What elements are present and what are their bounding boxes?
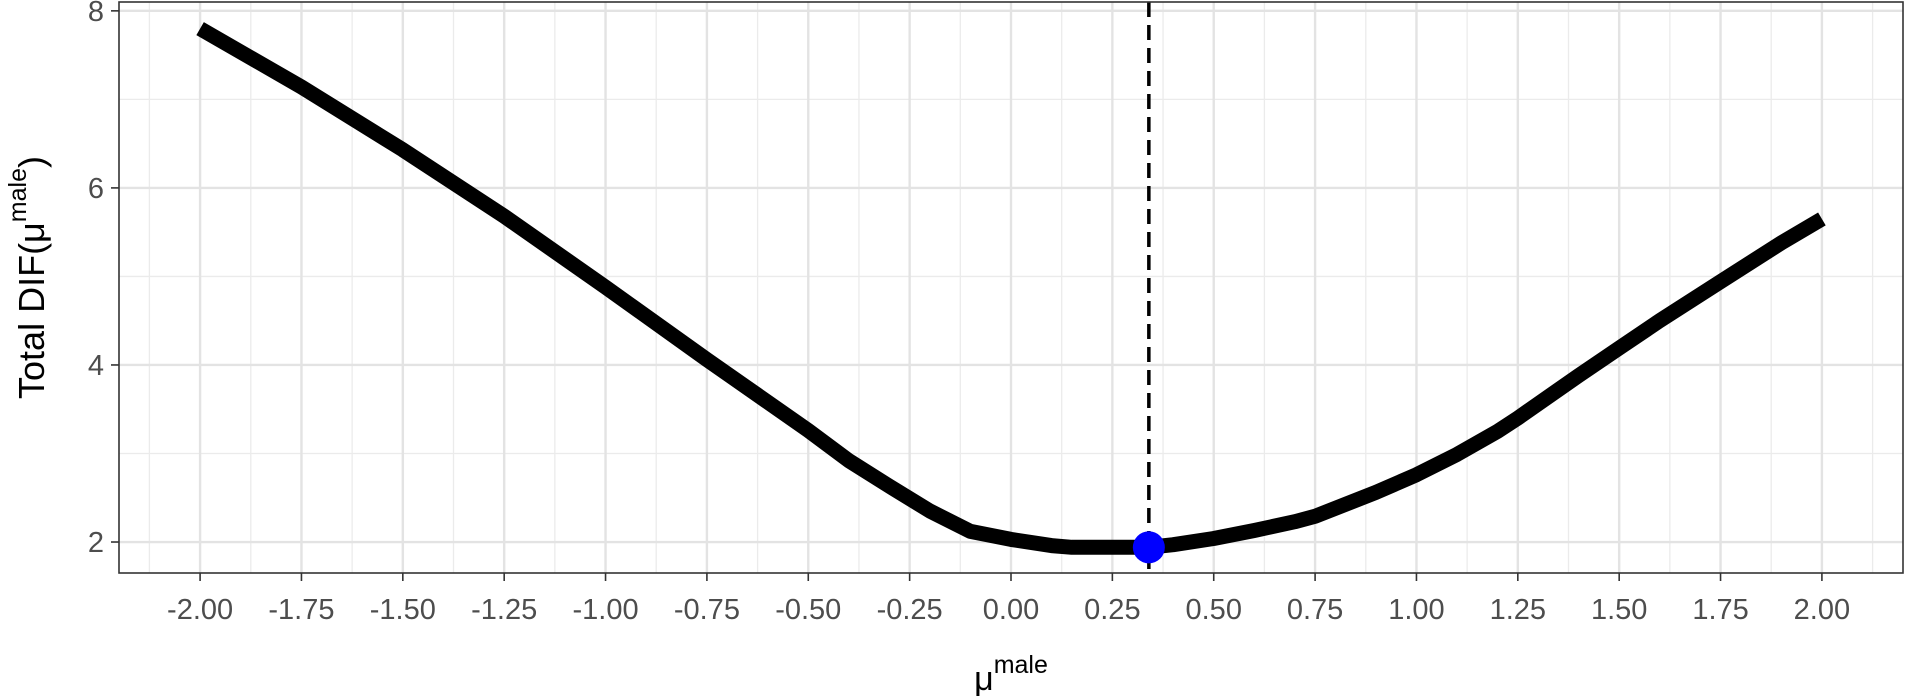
x-axis-title-superscript: male [994,651,1048,679]
x-tick-label: 0.75 [1287,594,1343,626]
x-tick-label: 0.25 [1084,594,1140,626]
major-gridlines [119,2,1903,573]
y-axis-title: Total DIF(μmale) [4,156,52,399]
x-tick-label: 1.50 [1591,594,1647,626]
x-tick-label: -2.00 [167,594,233,626]
y-axis-title-superscript: male [4,168,32,222]
x-tick-label: -1.50 [370,594,436,626]
x-tick-label: -1.75 [268,594,334,626]
x-tick-label: -0.50 [775,594,841,626]
x-tick-label: -0.25 [877,594,943,626]
x-tick-label: 0.00 [983,594,1039,626]
y-tick-label: 6 [88,173,104,205]
x-tick-label: 1.75 [1692,594,1748,626]
y-tick-label: 8 [88,0,104,28]
y-tick-label: 2 [88,527,104,559]
tick-labels: -2.00 -1.75 -1.50 -1.25 -1.00 -0.75 -0.50 -0.25… [88,0,1850,626]
x-axis-title-base: μ [974,660,994,696]
x-tick-label: 1.25 [1490,594,1546,626]
y-axis-title-base: Total DIF(μ [11,222,52,399]
axis-ticks [111,10,1823,581]
y-axis-title-close: ) [11,156,52,168]
x-tick-label: 2.00 [1794,594,1850,626]
series-layer [196,2,1826,573]
minimum-point [1132,531,1165,564]
x-tick-label: -1.25 [471,594,537,626]
y-tick-label: 4 [88,350,104,382]
x-tick-label: -1.00 [572,594,638,626]
x-tick-label: -0.75 [674,594,740,626]
x-tick-label: 0.50 [1186,594,1242,626]
x-axis-title: μmale [974,651,1048,696]
x-tick-label: 1.00 [1388,594,1444,626]
minor-gridlines [119,2,1903,573]
